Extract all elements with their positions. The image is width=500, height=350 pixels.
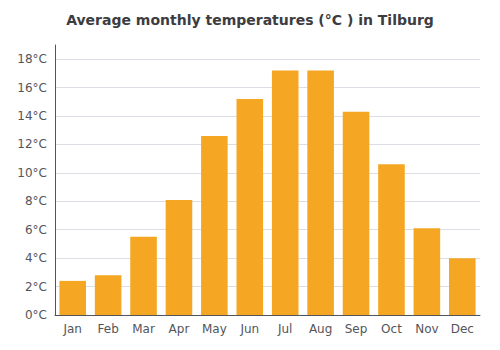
svg-text:18°C: 18°C xyxy=(17,52,47,66)
svg-text:12°C: 12°C xyxy=(17,137,47,151)
svg-text:Apr: Apr xyxy=(169,322,190,336)
svg-text:Feb: Feb xyxy=(98,322,119,336)
svg-text:May: May xyxy=(202,322,227,336)
svg-text:Jan: Jan xyxy=(62,322,82,336)
svg-text:10°C: 10°C xyxy=(17,166,47,180)
svg-text:0°C: 0°C xyxy=(25,308,47,322)
svg-text:2°C: 2°C xyxy=(25,280,47,294)
svg-text:Oct: Oct xyxy=(381,322,402,336)
svg-text:Sep: Sep xyxy=(345,322,368,336)
svg-text:16°C: 16°C xyxy=(17,81,47,95)
svg-text:Jun: Jun xyxy=(239,322,259,336)
svg-text:Dec: Dec xyxy=(451,322,474,336)
svg-text:Aug: Aug xyxy=(309,322,332,336)
svg-text:6°C: 6°C xyxy=(25,223,47,237)
svg-text:8°C: 8°C xyxy=(25,194,47,208)
svg-text:14°C: 14°C xyxy=(17,109,47,123)
svg-text:4°C: 4°C xyxy=(25,251,47,265)
svg-text:Nov: Nov xyxy=(415,322,438,336)
svg-text:Jul: Jul xyxy=(277,322,292,336)
svg-text:Mar: Mar xyxy=(132,322,155,336)
svg-text:Average monthly temperatures (: Average monthly temperatures (°C ) in Ti… xyxy=(66,12,434,28)
